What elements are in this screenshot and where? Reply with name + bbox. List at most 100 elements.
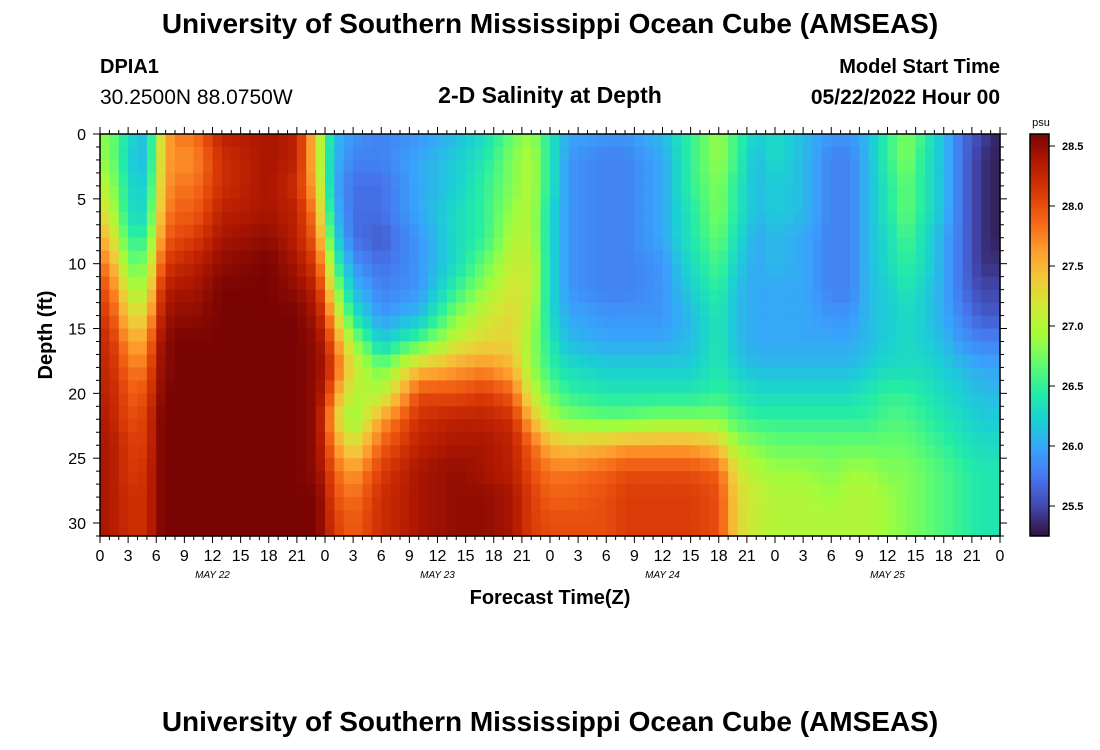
heatmap-cell: [578, 341, 589, 356]
heatmap-cell: [671, 380, 682, 394]
heatmap-cell: [175, 224, 185, 239]
heatmap-cell: [934, 497, 945, 511]
heatmap-cell: [784, 134, 795, 148]
heatmap-cell: [625, 341, 635, 356]
heatmap-cell: [906, 185, 917, 200]
heatmap-cell: [793, 276, 804, 291]
heatmap-cell: [728, 393, 739, 407]
heatmap-cell: [315, 224, 326, 239]
heatmap-cell: [943, 471, 954, 485]
heatmap-cell: [934, 458, 945, 472]
heatmap-cell: [334, 354, 345, 369]
heatmap-cell: [850, 185, 860, 200]
heatmap-cell: [671, 406, 682, 420]
heatmap-cell: [765, 224, 776, 239]
heatmap-cell: [550, 471, 560, 485]
heatmap-cell: [981, 432, 992, 446]
heatmap-cell: [915, 406, 926, 420]
heatmap-cell: [662, 134, 673, 148]
heatmap-cell: [606, 328, 617, 343]
heatmap-cell: [906, 289, 917, 304]
heatmap-cell: [990, 445, 1001, 459]
heatmap-cell: [100, 419, 110, 433]
heatmap-cell: [409, 250, 420, 265]
heatmap-cell: [334, 510, 345, 524]
heatmap-cell: [662, 211, 673, 226]
heatmap-cell: [193, 341, 204, 356]
heatmap-cell: [128, 380, 139, 394]
heatmap-cell: [859, 172, 870, 187]
heatmap-cell: [925, 276, 935, 291]
heatmap-cell: [615, 159, 626, 174]
x-tick-label: 12: [429, 548, 447, 565]
heatmap-cell: [671, 432, 682, 446]
heatmap-cell: [803, 458, 814, 472]
heatmap-cell: [409, 276, 420, 291]
heatmap-cell: [146, 302, 157, 317]
heatmap-cell: [259, 471, 270, 485]
heatmap-cell: [446, 380, 457, 394]
heatmap-cell: [296, 315, 307, 330]
heatmap-cell: [212, 341, 223, 356]
heatmap-cell: [334, 458, 345, 472]
heatmap-cell: [793, 211, 804, 226]
heatmap-cell: [812, 211, 823, 226]
heatmap-cell: [803, 510, 814, 524]
heatmap-cell: [493, 289, 504, 304]
heatmap-cell: [540, 419, 551, 433]
heatmap-cell: [156, 185, 167, 200]
colorbar-ticks: 25.526.026.527.027.528.028.5: [1049, 141, 1083, 513]
heatmap-cell: [971, 146, 982, 161]
heatmap-cell: [456, 250, 467, 265]
heatmap-cell: [315, 406, 326, 420]
heatmap-cell: [803, 445, 814, 459]
heatmap-cell: [409, 354, 420, 369]
heatmap-cell: [109, 198, 120, 213]
heatmap-cell: [475, 328, 485, 343]
heatmap-cell: [765, 263, 776, 278]
heatmap-cell: [437, 510, 448, 524]
heatmap-cell: [625, 146, 635, 161]
heatmap-cell: [484, 393, 495, 407]
heatmap-cell: [803, 484, 814, 498]
heatmap-cell: [831, 224, 842, 239]
heatmap-cell: [709, 510, 720, 524]
heatmap-cell: [165, 497, 176, 511]
heatmap-cell: [700, 134, 710, 148]
heatmap-cell: [400, 159, 410, 174]
heatmap-cell: [578, 224, 589, 239]
heatmap-cell: [428, 289, 439, 304]
heatmap-cell: [803, 302, 814, 317]
heatmap-cell: [568, 341, 579, 356]
heatmap-cell: [184, 497, 195, 511]
heatmap-cell: [850, 263, 860, 278]
heatmap-cell: [606, 380, 617, 394]
heatmap-cell: [493, 419, 504, 433]
heatmap-cell: [568, 354, 579, 369]
heatmap-cell: [587, 315, 598, 330]
heatmap-cell: [625, 224, 635, 239]
heatmap-cell: [165, 146, 176, 161]
heatmap-cell: [765, 380, 776, 394]
heatmap-cell: [709, 484, 720, 498]
heatmap-cell: [906, 237, 917, 252]
heatmap-cell: [765, 406, 776, 420]
heatmap-cell: [812, 185, 823, 200]
heatmap-cell: [868, 172, 879, 187]
heatmap-cell: [456, 419, 467, 433]
heatmap-cell: [334, 432, 345, 446]
heatmap-cell: [278, 380, 289, 394]
heatmap-cell: [418, 497, 429, 511]
heatmap-cell: [775, 159, 785, 174]
heatmap-cell: [390, 237, 401, 252]
heatmap-cell: [203, 302, 214, 317]
heatmap-cell: [540, 198, 551, 213]
heatmap-cell: [850, 328, 860, 343]
heatmap-cell: [906, 497, 917, 511]
heatmap-cell: [465, 354, 476, 369]
heatmap-cell: [193, 224, 204, 239]
heatmap-cell: [878, 159, 889, 174]
heatmap-cell: [146, 432, 157, 446]
heatmap-cell: [437, 380, 448, 394]
heatmap-cell: [568, 445, 579, 459]
